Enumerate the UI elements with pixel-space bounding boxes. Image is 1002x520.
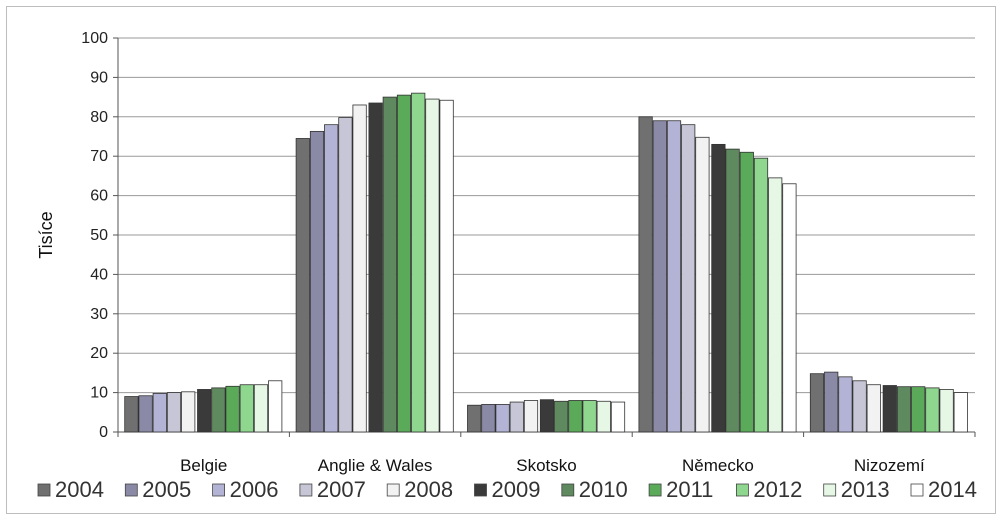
legend-swatch-2012 <box>736 483 749 497</box>
bar-2007-2 <box>509 401 524 433</box>
y-axis-title: Tisíce <box>36 211 56 258</box>
bar-2013-1 <box>425 98 440 433</box>
bar-2012-4 <box>925 387 940 433</box>
category-label: Belgie <box>180 456 227 475</box>
legend-swatch-2004 <box>37 483 51 497</box>
bar-2006-0 <box>152 392 167 433</box>
legend-swatch-2009 <box>474 483 487 497</box>
bar-2004-2 <box>467 404 482 433</box>
legend-label-2014: 2014 <box>928 477 977 502</box>
bar-2014-0 <box>268 380 283 433</box>
bar-2008-4 <box>866 384 881 433</box>
y-tick-label: 90 <box>90 69 108 86</box>
bar-2006-4 <box>838 376 853 433</box>
bar-2009-1 <box>368 102 383 433</box>
bar-2011-2 <box>568 400 583 433</box>
bar-2014-4 <box>953 392 968 433</box>
bar-2010-2 <box>554 400 569 433</box>
bar-2012-1 <box>411 92 426 433</box>
bar-2006-1 <box>324 124 339 433</box>
bar-2005-1 <box>309 130 325 433</box>
legend-swatch-2008 <box>386 483 400 497</box>
bar-2011-1 <box>396 94 412 433</box>
bar-2014-3 <box>782 183 797 433</box>
y-tick-label: 100 <box>81 30 108 47</box>
category-label: Anglie & Wales <box>318 456 433 475</box>
y-tick-label: 70 <box>90 148 108 165</box>
bar-2005-0 <box>138 395 153 433</box>
legend-swatch-2006 <box>212 483 226 497</box>
bar-2010-1 <box>382 96 397 433</box>
legend-swatch-2010 <box>561 483 575 497</box>
y-tick-label: 40 <box>90 266 108 283</box>
bar-2012-2 <box>582 400 597 433</box>
category-label: Skotsko <box>516 456 576 475</box>
bar-2013-0 <box>253 384 269 433</box>
bar-2004-0 <box>124 396 139 433</box>
bar-2013-3 <box>768 177 783 433</box>
bar-2010-3 <box>725 148 740 433</box>
bar-2007-4 <box>852 380 867 433</box>
legend-swatch-2011 <box>648 483 662 497</box>
bar-2009-0 <box>197 389 212 433</box>
legend-label-2010: 2010 <box>579 477 628 502</box>
bar-2006-3 <box>666 120 682 433</box>
bar-2009-4 <box>882 385 897 433</box>
y-tick-label: 0 <box>99 424 108 441</box>
bar-2005-2 <box>481 404 496 433</box>
bar-2010-0 <box>211 387 226 433</box>
bar-2012-0 <box>239 384 254 433</box>
y-tick-label: 50 <box>90 227 108 244</box>
bar-2008-1 <box>352 104 367 433</box>
bar-2008-0 <box>181 391 196 433</box>
bar-2008-2 <box>523 400 539 433</box>
legend-swatch-2013 <box>823 483 837 497</box>
bar-2011-4 <box>911 386 926 433</box>
legend-label-2004: 2004 <box>55 477 104 502</box>
bar-2013-2 <box>596 400 611 433</box>
y-tick-label: 60 <box>90 188 108 205</box>
y-tick-label: 30 <box>90 306 108 323</box>
legend-label-2008: 2008 <box>404 477 453 502</box>
category-label: Německo <box>682 456 754 475</box>
bar-2009-2 <box>539 399 555 433</box>
legend-label-2013: 2013 <box>841 477 890 502</box>
legend-label-2011: 2011 <box>666 477 713 502</box>
legend-label-2009: 2009 <box>492 477 541 502</box>
bar-2007-3 <box>681 124 696 433</box>
legend-swatch-2005 <box>124 483 138 497</box>
legend-swatch-2007 <box>299 483 313 497</box>
bar-2008-3 <box>695 136 710 433</box>
y-tick-label: 20 <box>90 345 108 362</box>
legend-label-2007: 2007 <box>317 477 366 502</box>
bar-2007-0 <box>166 392 182 433</box>
bar-2012-3 <box>753 157 769 433</box>
y-tick-label: 10 <box>90 385 108 402</box>
bar-2004-4 <box>809 373 825 433</box>
bar-2011-3 <box>739 151 754 433</box>
bar-2005-3 <box>652 120 667 433</box>
y-tick-label: 80 <box>90 109 108 126</box>
bar-2011-0 <box>225 385 240 433</box>
category-label: Nizozemí <box>854 456 925 475</box>
legend-label-2006: 2006 <box>230 477 279 502</box>
bar-2004-3 <box>638 116 653 433</box>
bar-2007-1 <box>338 117 353 433</box>
bar-2009-3 <box>711 143 726 433</box>
legend-label-2005: 2005 <box>142 477 191 502</box>
bar-2014-2 <box>610 401 626 433</box>
legend-swatch-2014 <box>910 483 924 497</box>
bar-2006-2 <box>495 404 510 433</box>
legend-label-2012: 2012 <box>753 477 802 502</box>
bar-2005-4 <box>824 371 839 433</box>
bar-2013-4 <box>939 389 954 433</box>
bar-2014-1 <box>439 99 454 433</box>
bar-2004-1 <box>295 138 310 433</box>
bar-2010-4 <box>896 386 912 433</box>
